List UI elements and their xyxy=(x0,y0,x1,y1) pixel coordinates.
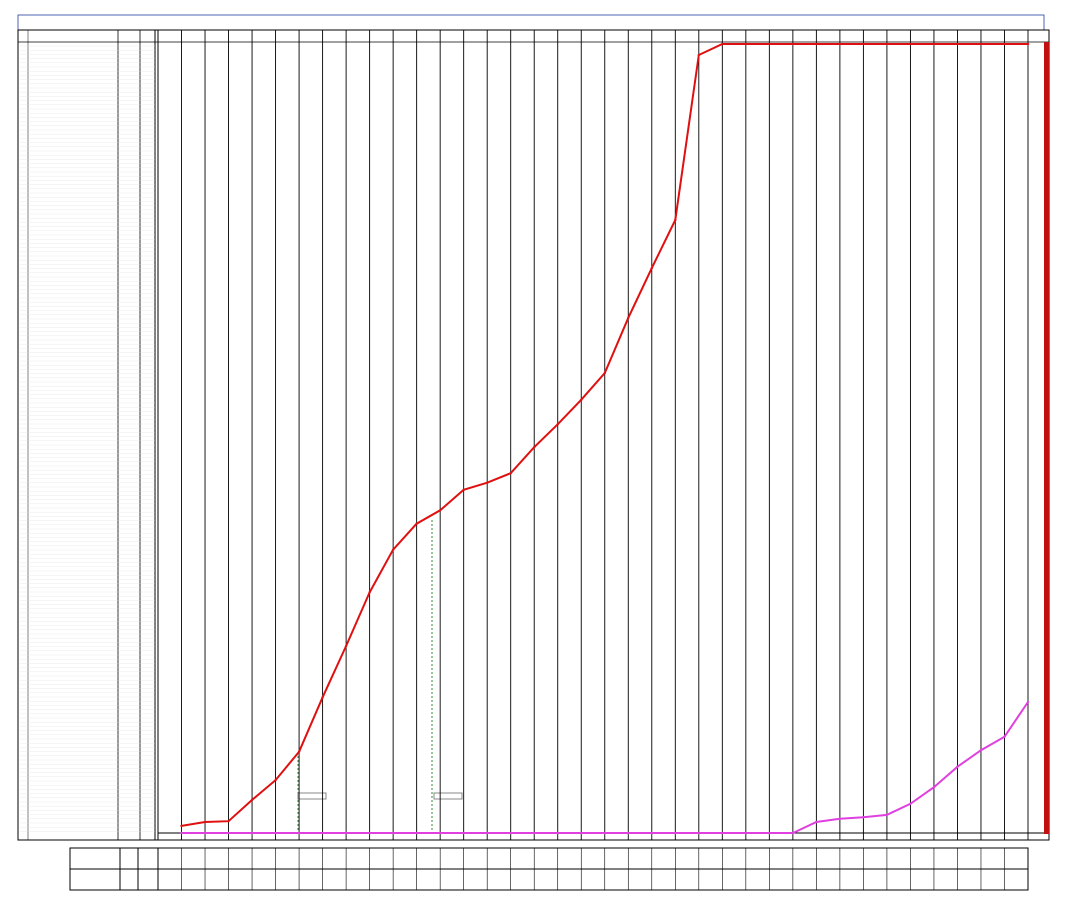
curve-point xyxy=(391,548,395,551)
curve-point xyxy=(744,42,748,46)
curve-point xyxy=(979,748,983,752)
curve-point xyxy=(721,42,724,46)
curve-point xyxy=(721,831,724,835)
curve-point xyxy=(485,481,489,484)
curve-point xyxy=(956,42,959,46)
curve-point xyxy=(203,831,207,835)
curve-point xyxy=(885,42,889,46)
curve-point xyxy=(438,509,442,512)
curve-point xyxy=(674,831,677,835)
header-frame xyxy=(17,14,1045,31)
curve-point xyxy=(791,831,795,835)
curve-point xyxy=(368,831,371,835)
curve-point xyxy=(932,786,936,789)
curve-point xyxy=(203,820,207,824)
curve-point xyxy=(932,42,936,46)
milestone-box xyxy=(297,792,327,800)
curve-point xyxy=(627,831,630,835)
curve-point xyxy=(438,831,442,835)
curve-point xyxy=(509,831,512,835)
curve-point xyxy=(697,831,701,835)
curve-point xyxy=(627,316,630,319)
curve-point xyxy=(509,472,512,475)
curve-point xyxy=(274,831,277,835)
curve-point xyxy=(1003,42,1006,46)
curve-point xyxy=(838,817,842,820)
curve-point xyxy=(815,42,818,46)
curve-point xyxy=(250,831,254,835)
curve-point xyxy=(862,816,865,819)
curve-point xyxy=(744,831,748,835)
curve-point xyxy=(180,824,183,828)
curve-point xyxy=(580,398,583,402)
curve-point xyxy=(885,813,889,817)
curve-point xyxy=(344,644,348,648)
schedule-frame xyxy=(17,29,1050,841)
curve-point xyxy=(580,831,583,835)
curve-point xyxy=(768,42,771,46)
curve-point xyxy=(909,802,912,806)
curve-point xyxy=(533,831,536,835)
end-marker xyxy=(1044,42,1049,834)
curve-point xyxy=(909,42,912,46)
curve-point xyxy=(415,831,418,835)
curve-point xyxy=(979,42,983,46)
curve-point xyxy=(650,266,653,270)
curve-point xyxy=(650,831,653,835)
curve-point xyxy=(1026,42,1030,46)
curve-point xyxy=(321,831,324,835)
curve-point xyxy=(368,591,371,594)
curve-point xyxy=(1026,700,1030,704)
curve-point xyxy=(227,819,230,823)
curve-point xyxy=(815,820,818,824)
curve-point xyxy=(391,831,395,835)
milestone-box xyxy=(433,792,463,800)
curve-point xyxy=(791,42,795,46)
curve-point xyxy=(227,831,230,835)
curve-point xyxy=(674,218,677,222)
curve-point xyxy=(556,423,559,426)
curve-point xyxy=(297,750,301,753)
curve-point xyxy=(180,831,183,835)
curve-point xyxy=(838,42,842,46)
curve-point xyxy=(862,42,865,46)
curve-point xyxy=(344,831,348,835)
curve-point xyxy=(250,798,254,802)
curve-point xyxy=(956,765,959,768)
curve-point xyxy=(533,445,536,449)
curve-point xyxy=(556,831,559,835)
curve-point xyxy=(768,831,771,835)
curve-point xyxy=(415,522,418,525)
curve-point xyxy=(321,696,324,699)
curve-point xyxy=(603,831,606,835)
curve-point xyxy=(1003,735,1006,738)
curve-point xyxy=(462,831,465,835)
curve-point xyxy=(462,488,465,491)
curve-point xyxy=(274,778,277,782)
curve-point xyxy=(697,53,701,57)
curve-point xyxy=(485,831,489,835)
curve-point xyxy=(603,371,606,375)
curve-point xyxy=(297,831,301,835)
